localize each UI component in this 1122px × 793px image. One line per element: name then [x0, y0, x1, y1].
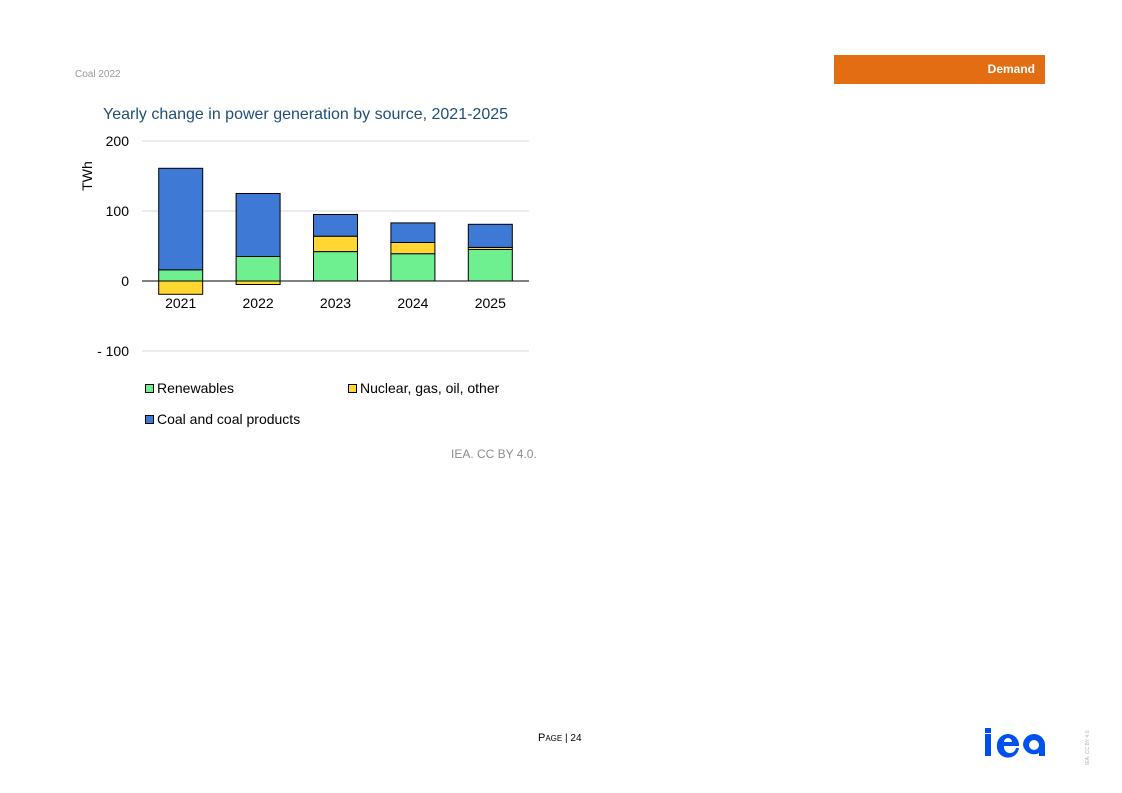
vertical-credit: IEA. CC BY 4.0. [1085, 729, 1091, 765]
report-name: Coal 2022 [75, 69, 121, 80]
bar-2024-series-1 [390, 242, 436, 255]
y-tick-label-3: - 100 [97, 343, 129, 359]
page-number: Page | 24 [538, 732, 582, 744]
bar-2021-series-0 [158, 269, 204, 282]
y-tick-label-1: 100 [106, 203, 130, 219]
legend-swatch-2 [145, 414, 154, 424]
bar-2022-series-0 [235, 256, 281, 282]
chart-title: Yearly change in power generation by sou… [103, 106, 509, 123]
x-tick-label-2024: 2024 [397, 295, 428, 311]
x-tick-label-2022: 2022 [243, 295, 274, 311]
bar-2025-series-0 [467, 249, 513, 282]
page-label: Page [538, 732, 563, 744]
bar-2022-series-2 [235, 193, 281, 257]
x-tick-label-2021: 2021 [165, 295, 196, 311]
legend-label-2: Coal and coal products [157, 411, 301, 427]
bar-2023-series-0 [313, 251, 358, 282]
bar-2023-series-2 [313, 214, 358, 237]
legend-item-0: Renewables [145, 380, 234, 396]
legend-item-1: Nuclear, gas, oil, other [348, 380, 499, 396]
iea-logo [985, 728, 1045, 758]
bar-2025-series-2 [467, 223, 513, 248]
y-tick-label-0: 200 [106, 133, 130, 149]
y-tick-label-2: 0 [121, 273, 129, 289]
legend-label-1: Nuclear, gas, oil, other [360, 380, 500, 396]
stacked-bar-chart: 200 100 0 - 100 TWh 2021 2022 2023 2024 2025 [79, 133, 529, 359]
legend-swatch-0 [145, 383, 154, 393]
bar-2021-series-1 [158, 280, 204, 295]
bar-2021-series-2 [158, 167, 204, 271]
bar-2023-series-1 [313, 235, 358, 253]
legend-item-2: Coal and coal products [145, 411, 300, 427]
legend-label-0: Renewables [157, 380, 235, 396]
bar-2024-series-0 [390, 253, 436, 282]
source-credit: IEA. CC BY 4.0. [451, 447, 537, 461]
section-tab-demand: Demand [834, 55, 1045, 84]
legend-swatch-1 [348, 383, 357, 393]
y-axis-label: TWh [79, 161, 95, 191]
x-tick-label-2023: 2023 [320, 295, 351, 311]
bar-2024-series-2 [390, 222, 436, 244]
bar-2022-series-1 [235, 280, 281, 285]
x-tick-label-2025: 2025 [475, 295, 506, 311]
page-number-value: 24 [570, 733, 582, 744]
